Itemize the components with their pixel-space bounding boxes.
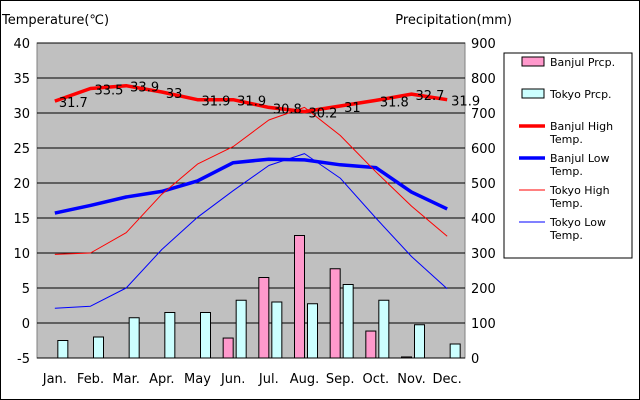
left-axis-tick-label: 10 [13, 247, 30, 262]
data-label: 33.9 [130, 81, 159, 96]
data-label: 31.8 [380, 95, 409, 110]
data-label: 32.7 [416, 89, 445, 104]
bar-tokyo-prcp [235, 299, 247, 359]
bar-series-group [57, 235, 461, 359]
legend-label: Tokyo Prcp. [549, 88, 612, 101]
right-axis-tick-label: 200 [471, 282, 496, 297]
bar-tokyo-prcp [93, 336, 104, 359]
bar-tokyo-prcp [57, 340, 69, 359]
left-axis-tick-label: 15 [13, 212, 30, 227]
bar-tokyo-prcp [128, 317, 140, 359]
bar-tokyo-prcp [378, 299, 390, 359]
legend: Banjul Prcp. Tokyo Prcp. Banjul High Temp. B… [519, 56, 615, 242]
data-label: 30.8 [273, 102, 302, 117]
data-label: 33.5 [95, 84, 124, 99]
x-axis-tick-label: Sep. [326, 372, 355, 387]
bar-banjul-prcp [365, 330, 377, 359]
right-axis-tick-label: 600 [471, 142, 496, 157]
bar-banjul-prcp [258, 277, 270, 359]
data-label: 31.9 [237, 95, 266, 110]
x-axis-tick-label: Dec. [433, 372, 462, 387]
x-axis-tick-label: Jun. [220, 372, 245, 387]
bar-banjul-prcp [401, 356, 412, 359]
line-banjul-low-temp [54, 157, 448, 215]
x-axis-tick-label: Mar. [112, 372, 139, 387]
legend-label: Banjul Prcp. [550, 56, 615, 69]
x-axis-tick-label: Nov. [397, 372, 426, 387]
x-axis-tick-label: Oct. [363, 372, 390, 387]
bar-banjul-prcp [329, 268, 341, 359]
line-tokyo-high-temp [54, 106, 448, 255]
left-axis-tick-label: -5 [17, 352, 30, 367]
gridlines [37, 42, 465, 359]
legend-box [503, 52, 633, 259]
right-axis-tick-label: 0 [471, 352, 479, 367]
right-axis-ticks: 900 800 700 600 500 400 300 200 100 0 [471, 37, 496, 367]
bar-tokyo-prcp [200, 312, 211, 359]
bar-banjul-prcp [222, 337, 234, 359]
bar-tokyo-prcp [449, 343, 461, 359]
right-axis-tick-label: 100 [471, 317, 496, 332]
legend-label: Banjul Low Temp. [549, 152, 610, 178]
bar-tokyo-prcp [271, 301, 283, 359]
right-axis-tick-label: 300 [471, 247, 496, 262]
bar-tokyo-prcp [414, 324, 425, 359]
right-axis-tick-label: 400 [471, 212, 496, 227]
left-axis-tick-label: 30 [13, 107, 30, 122]
right-axis-title: Precipitation(mm) [395, 13, 512, 28]
right-axis-tick-label: 700 [471, 107, 496, 122]
bar-banjul-prcp [294, 235, 305, 359]
bar-tokyo-prcp [342, 284, 354, 359]
right-axis-tick-label: 900 [471, 37, 496, 52]
left-axis-tick-label: 35 [13, 72, 30, 87]
x-axis-tick-label: Feb. [77, 372, 104, 387]
left-axis-tick-label: 20 [13, 177, 30, 192]
left-axis-tick-label: 25 [13, 142, 30, 157]
x-axis-tick-label: Jan. [42, 372, 67, 387]
x-axis-tick-label: May [184, 372, 211, 387]
bar-tokyo-prcp [164, 312, 176, 359]
legend-label: Tokyo Low Temp. [549, 216, 606, 242]
data-labels-group: 31.7 33.5 33.9 33 31.9 31.9 30.8 30.2 31 31.8 32.7… [59, 81, 480, 122]
data-label: 31.9 [451, 95, 480, 110]
bar-tokyo-prcp [307, 303, 318, 359]
line-tokyo-low-temp [54, 153, 448, 309]
left-axis-tick-label: 0 [22, 317, 30, 332]
line-series-group [54, 83, 448, 309]
legend-label: Tokyo High Temp. [549, 184, 610, 210]
data-label: 31.7 [59, 96, 88, 111]
data-label: 33 [166, 87, 183, 102]
x-axis-tick-label: Apr. [149, 372, 174, 387]
line-banjul-high-temp [54, 83, 448, 114]
legend-label: Banjul High Temp. [549, 120, 613, 146]
x-axis-ticks: Jan. Feb. Mar. Apr. May Jun. Jul. Aug. Sep. Oct. N… [42, 372, 462, 387]
data-label: 31 [344, 101, 361, 116]
data-label: 31.9 [202, 95, 231, 110]
legend-swatch [521, 88, 545, 99]
legend-swatch [521, 56, 545, 67]
left-axis-tick-label: 5 [22, 282, 30, 297]
left-axis-ticks: 40 35 30 25 20 15 10 5 0 -5 [13, 37, 30, 367]
right-axis-tick-label: 500 [471, 177, 496, 192]
left-axis-title: Temperature(℃) [1, 13, 109, 28]
left-axis-tick-label: 40 [13, 37, 30, 52]
data-label: 30.2 [309, 107, 338, 122]
x-axis-tick-label: Jul. [258, 372, 279, 387]
x-axis-tick-label: Aug. [290, 372, 320, 387]
right-axis-tick-label: 800 [471, 72, 496, 87]
